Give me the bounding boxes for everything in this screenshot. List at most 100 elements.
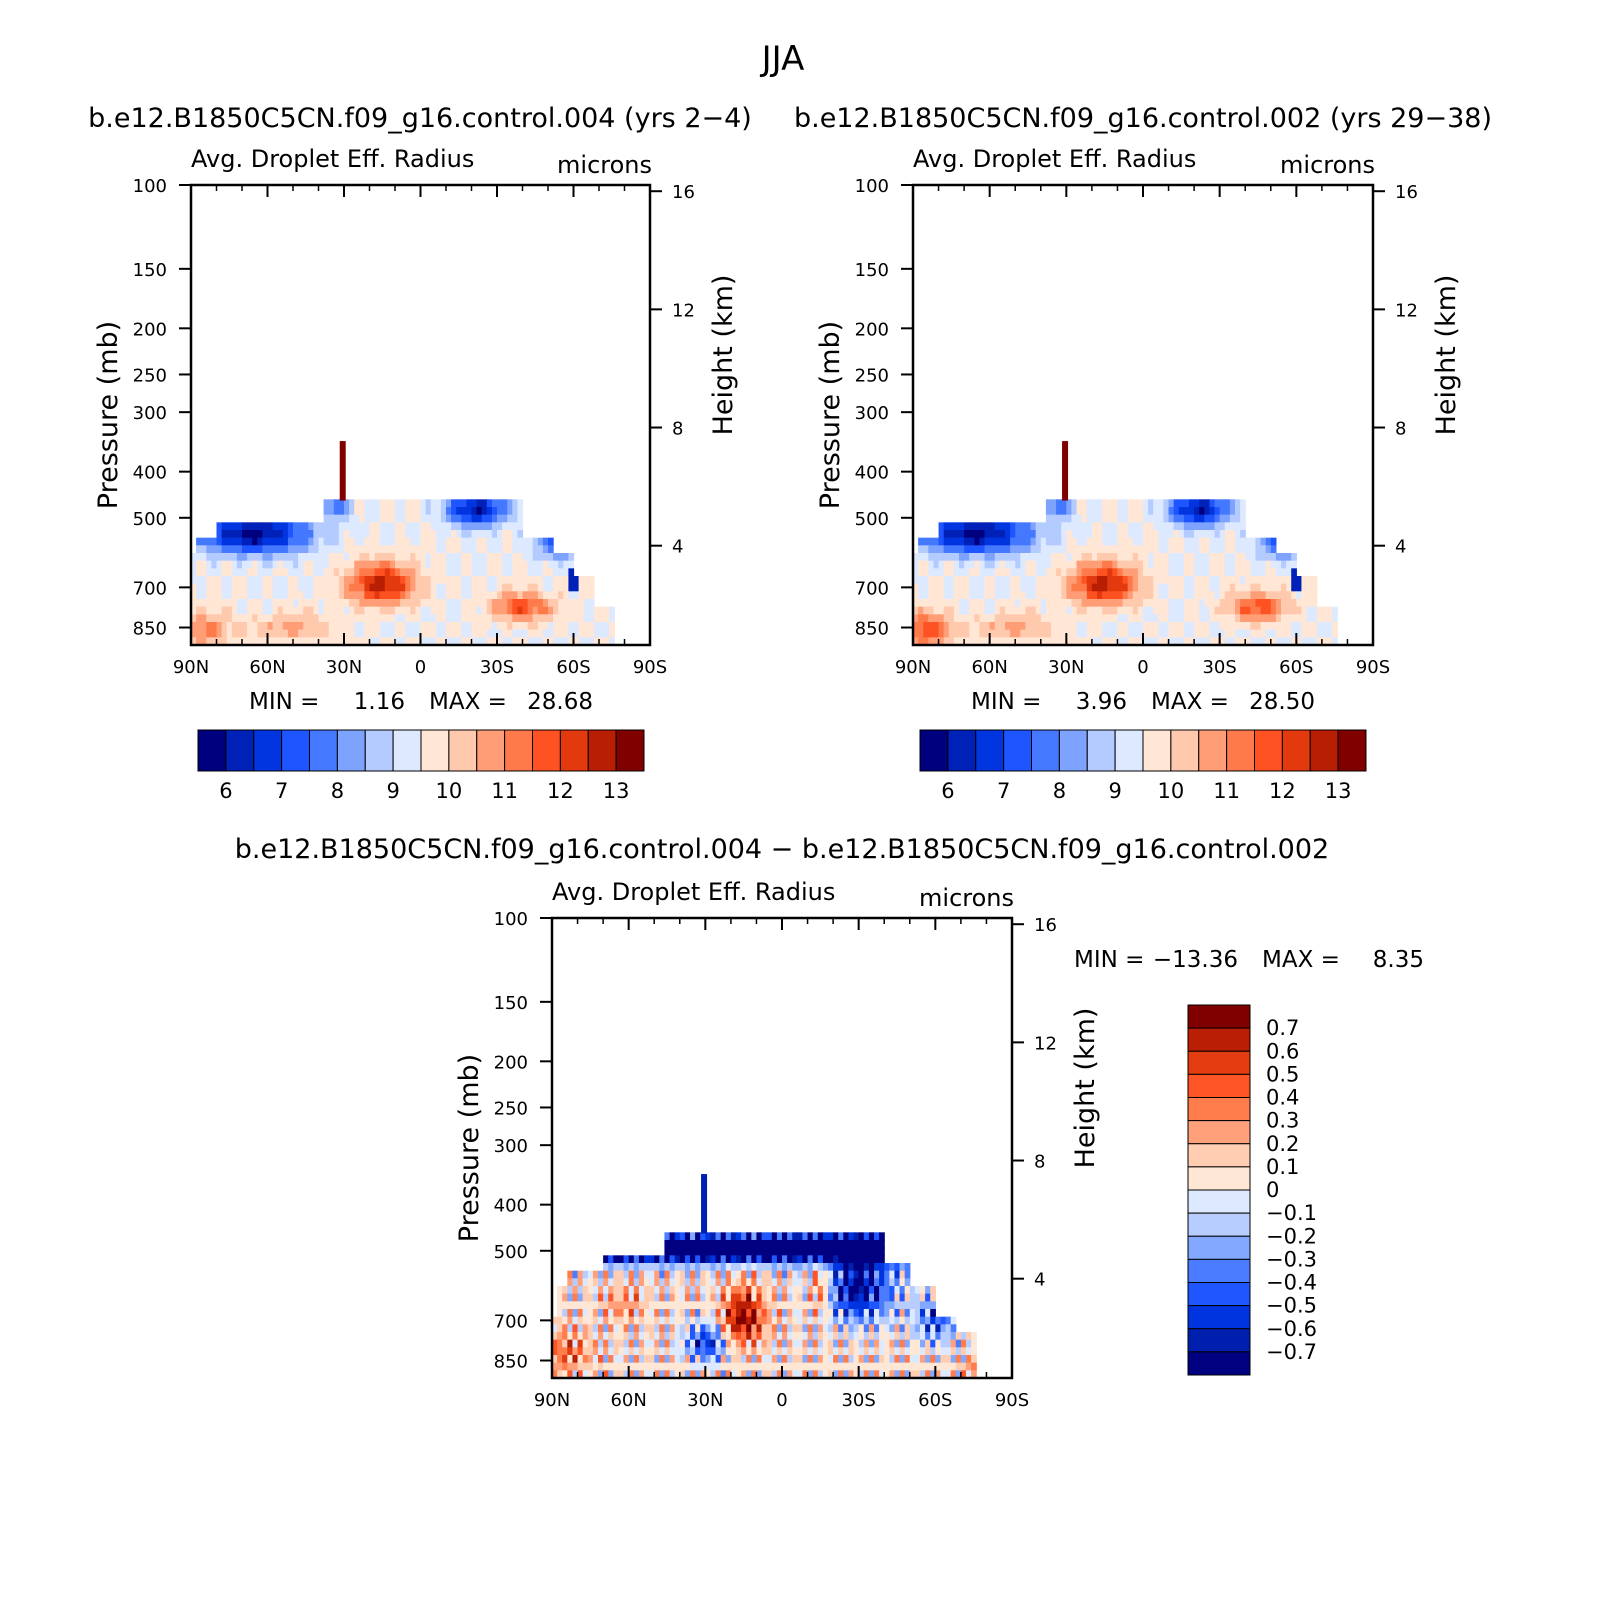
colorbar-box xyxy=(1309,729,1339,772)
field-cell xyxy=(577,1316,584,1325)
field-cell xyxy=(1061,537,1067,546)
field-cell xyxy=(638,1301,645,1310)
field-cell xyxy=(725,1309,732,1318)
field-cell xyxy=(1281,560,1287,569)
field-cell xyxy=(933,576,940,585)
field-cell xyxy=(948,576,955,585)
field-cell xyxy=(344,568,350,577)
field-cell xyxy=(211,629,218,638)
field-cell xyxy=(838,1278,844,1287)
field-cell xyxy=(1132,507,1139,516)
field-cell xyxy=(853,1286,860,1295)
field-cell xyxy=(282,560,289,569)
field-cell xyxy=(613,1332,620,1341)
field-cell xyxy=(486,560,493,569)
field-cell xyxy=(984,522,991,531)
field-cell xyxy=(1153,545,1159,554)
field-cell xyxy=(833,1355,839,1364)
field-cell xyxy=(1025,537,1032,546)
field-cell xyxy=(654,1362,660,1371)
field-cell xyxy=(899,1332,906,1341)
field-cell xyxy=(557,1355,563,1364)
field-cell xyxy=(598,1278,604,1287)
field-cell xyxy=(567,1293,574,1302)
field-cell xyxy=(618,1286,625,1295)
field-cell xyxy=(974,599,981,608)
field-cell xyxy=(715,1316,722,1325)
field-cell xyxy=(989,637,996,646)
field-cell xyxy=(451,622,457,631)
field-cell xyxy=(323,507,330,516)
field-cell xyxy=(1250,629,1257,638)
field-cell xyxy=(948,599,955,608)
field-cell xyxy=(909,1293,916,1302)
field-cell xyxy=(700,1316,706,1325)
field-cell xyxy=(553,568,559,577)
field-cell xyxy=(904,1293,911,1302)
field-cell xyxy=(435,507,442,516)
field-cell xyxy=(838,1347,844,1356)
field-cell xyxy=(461,591,467,600)
field-cell xyxy=(527,545,534,554)
field-cell xyxy=(502,606,508,615)
field-cell xyxy=(338,560,345,569)
field-cell xyxy=(471,553,478,562)
field-cell xyxy=(969,545,975,554)
field-cell xyxy=(1066,637,1073,646)
field-cell xyxy=(812,1370,819,1379)
field-cell xyxy=(1030,553,1037,562)
field-cell xyxy=(736,1355,742,1364)
field-cell xyxy=(638,1293,645,1302)
field-cell xyxy=(364,499,371,508)
field-cell xyxy=(242,553,248,562)
field-cell xyxy=(430,560,437,569)
field-cell xyxy=(282,553,289,562)
field-cell xyxy=(349,537,355,546)
field-cell xyxy=(971,1355,977,1364)
field-cell xyxy=(333,622,340,631)
field-cell xyxy=(1112,553,1119,562)
field-cell xyxy=(466,499,473,508)
field-cell xyxy=(1066,537,1073,546)
field-cell xyxy=(979,545,986,554)
field-cell xyxy=(802,1293,809,1302)
field-cell xyxy=(1020,537,1027,546)
field-cell xyxy=(863,1339,870,1348)
field-cell xyxy=(913,629,919,638)
field-cell xyxy=(1040,629,1047,638)
field-cell xyxy=(486,629,493,638)
field-cell xyxy=(568,637,575,646)
field-cell xyxy=(562,1293,568,1302)
field-cell xyxy=(1209,530,1216,539)
field-cell xyxy=(853,1240,860,1249)
field-cell xyxy=(1148,499,1154,508)
field-cell xyxy=(858,1324,865,1333)
field-cell xyxy=(323,614,330,623)
field-cell xyxy=(644,1255,650,1264)
field-cell xyxy=(593,637,600,646)
field-cell xyxy=(507,637,513,646)
field-cell xyxy=(669,1332,676,1341)
field-cell xyxy=(674,1362,681,1371)
field-cell xyxy=(1137,545,1144,554)
field-cell xyxy=(582,1278,589,1287)
field-cell xyxy=(608,1293,614,1302)
field-cell xyxy=(1137,499,1144,508)
field-cell xyxy=(913,637,919,646)
field-cell xyxy=(848,1301,855,1310)
field-cell xyxy=(1224,499,1231,508)
field-cell xyxy=(507,576,513,585)
field-cell xyxy=(548,637,554,646)
field-cell xyxy=(1229,507,1236,516)
field-cell xyxy=(1209,560,1216,569)
field-cell xyxy=(984,583,991,592)
field-cell xyxy=(354,576,360,585)
field-cell xyxy=(1030,637,1037,646)
field-cell xyxy=(481,629,488,638)
field-cell xyxy=(884,1278,890,1287)
field-cell xyxy=(257,560,263,569)
field-cell xyxy=(1224,560,1231,569)
field-cell xyxy=(761,1370,768,1379)
field-cell xyxy=(471,599,478,608)
field-cell xyxy=(638,1347,645,1356)
